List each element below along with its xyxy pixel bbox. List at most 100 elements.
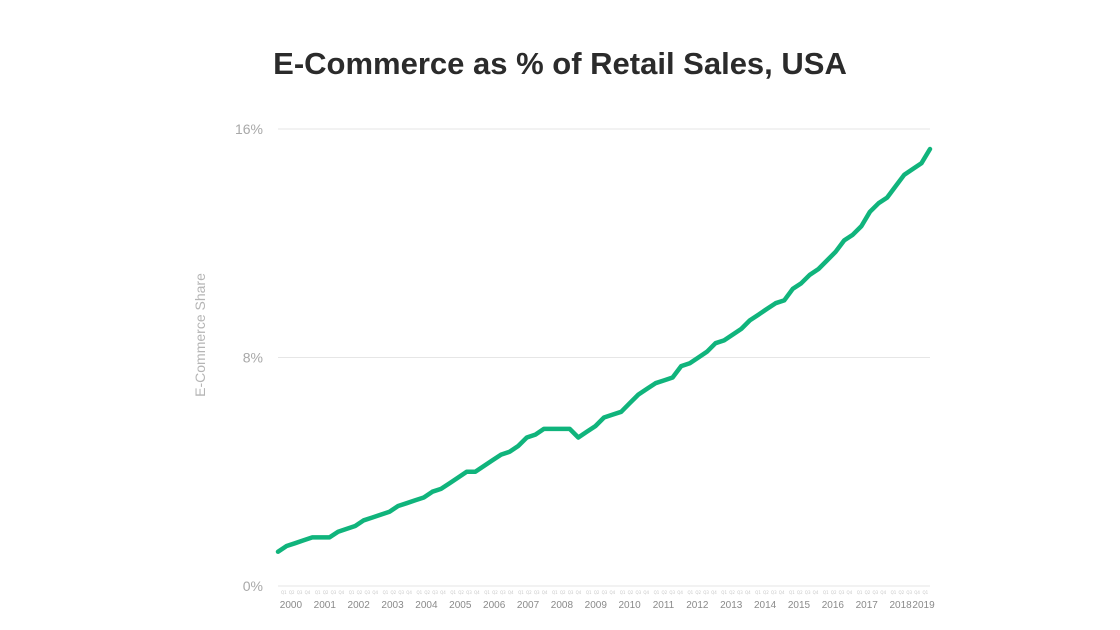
x-quarter-label: Q1 [823,590,829,595]
x-quarter-label: Q3 [771,590,777,595]
x-quarter-label: Q3 [602,590,608,595]
y-axis-ticks: 0% 8% 16% [235,121,263,594]
x-quarter-label: Q3 [669,590,675,595]
x-quarter-label: Q1 [687,590,693,595]
x-quarter-label: Q2 [289,590,295,595]
x-quarter-label: Q2 [492,590,498,595]
chart-title: E-Commerce as % of Retail Sales, USA [273,46,847,81]
x-quarter-label: Q2 [594,590,600,595]
x-quarter-label: Q1 [721,590,727,595]
x-quarter-label: Q2 [899,590,905,595]
x-quarter-label: Q2 [763,590,769,595]
x-year-label: 2000 [280,600,303,611]
x-quarter-label: Q3 [364,590,370,595]
x-quarter-label: Q2 [729,590,735,595]
x-quarter-label: Q3 [635,590,641,595]
x-quarter-label: Q2 [865,590,871,595]
x-year-label: 2002 [348,600,371,611]
x-quarter-label: Q2 [390,590,396,595]
x-quarter-label: Q4 [711,590,717,595]
x-year-label: 2003 [381,600,404,611]
x-year-label: 2017 [856,600,879,611]
y-tick-label: 8% [243,350,263,366]
x-year-label: 2005 [449,600,472,611]
x-quarter-label: Q3 [805,590,811,595]
x-quarter-label: Q1 [654,590,660,595]
x-quarter-label: Q3 [297,590,303,595]
x-quarter-label: Q3 [534,590,540,595]
x-quarter-label: Q4 [474,590,480,595]
x-quarter-label: Q2 [695,590,701,595]
x-quarter-label: Q1 [891,590,897,595]
x-year-label: 2018 [889,600,912,611]
x-quarter-label: Q4 [779,590,785,595]
x-year-label: 2009 [585,600,608,611]
x-year-label: 2008 [551,600,574,611]
x-quarter-label: Q2 [357,590,363,595]
x-quarter-label: Q4 [914,590,920,595]
x-quarter-label: Q4 [745,590,751,595]
x-quarter-label: Q1 [450,590,456,595]
x-year-label: 2014 [754,600,777,611]
x-quarter-label: Q1 [416,590,422,595]
x-quarter-label: Q4 [847,590,853,595]
x-year-label: 2013 [720,600,743,611]
x-year-label: 2001 [314,600,337,611]
x-quarter-label: Q1 [484,590,490,595]
x-quarter-label: Q2 [797,590,803,595]
y-tick-label: 16% [235,121,263,137]
x-quarter-label: Q4 [880,590,886,595]
x-quarter-label: Q4 [643,590,649,595]
series-layer [275,146,933,554]
x-quarter-label: Q2 [628,590,634,595]
x-quarter-label: Q3 [500,590,506,595]
x-quarter-label: Q1 [620,590,626,595]
x-quarter-label: Q1 [857,590,863,595]
x-quarter-label: Q2 [323,590,329,595]
x-quarter-label: Q2 [458,590,464,595]
gridlines [278,128,930,587]
x-quarter-label: Q4 [305,590,311,595]
x-year-label: 2012 [686,600,709,611]
x-quarter-label: Q4 [440,590,446,595]
x-quarter-label: Q4 [677,590,683,595]
x-quarter-label: Q1 [552,590,558,595]
x-quarter-label: Q1 [586,590,592,595]
x-quarter-label: Q2 [661,590,667,595]
x-year-label: 2016 [822,600,845,611]
y-axis-label: E-Commerce Share [192,273,208,397]
x-quarter-label: Q4 [609,590,615,595]
x-year-label: 2010 [619,600,642,611]
x-quarter-label: Q4 [406,590,412,595]
x-quarter-label: Q1 [281,590,287,595]
x-quarter-label: Q4 [339,590,345,595]
x-quarter-label: Q1 [518,590,524,595]
x-quarter-label: Q3 [331,590,337,595]
x-quarter-label: Q3 [906,590,912,595]
x-quarter-label: Q4 [508,590,514,595]
x-year-label: 2019 [912,600,935,611]
x-quarter-label: Q2 [526,590,532,595]
x-year-label: 2004 [415,600,438,611]
x-year-label: 2011 [653,600,675,611]
x-quarter-label: Q3 [432,590,438,595]
x-quarter-label: Q1 [789,590,795,595]
series-line [275,146,933,554]
y-tick-label: 0% [243,578,263,594]
x-quarter-label: Q4 [576,590,582,595]
x-year-label: 2015 [788,600,811,611]
x-quarter-label: Q1 [755,590,761,595]
x-quarter-label: Q3 [737,590,743,595]
x-quarter-label: Q1 [923,590,929,595]
x-quarter-label: Q2 [560,590,566,595]
x-quarter-label: Q4 [542,590,548,595]
x-quarter-label: Q3 [703,590,709,595]
x-quarter-label: Q2 [424,590,430,595]
x-quarter-label: Q1 [383,590,389,595]
x-quarter-label: Q3 [466,590,472,595]
x-quarter-label: Q2 [831,590,837,595]
x-quarter-label: Q3 [568,590,574,595]
x-year-label: 2006 [483,600,506,611]
